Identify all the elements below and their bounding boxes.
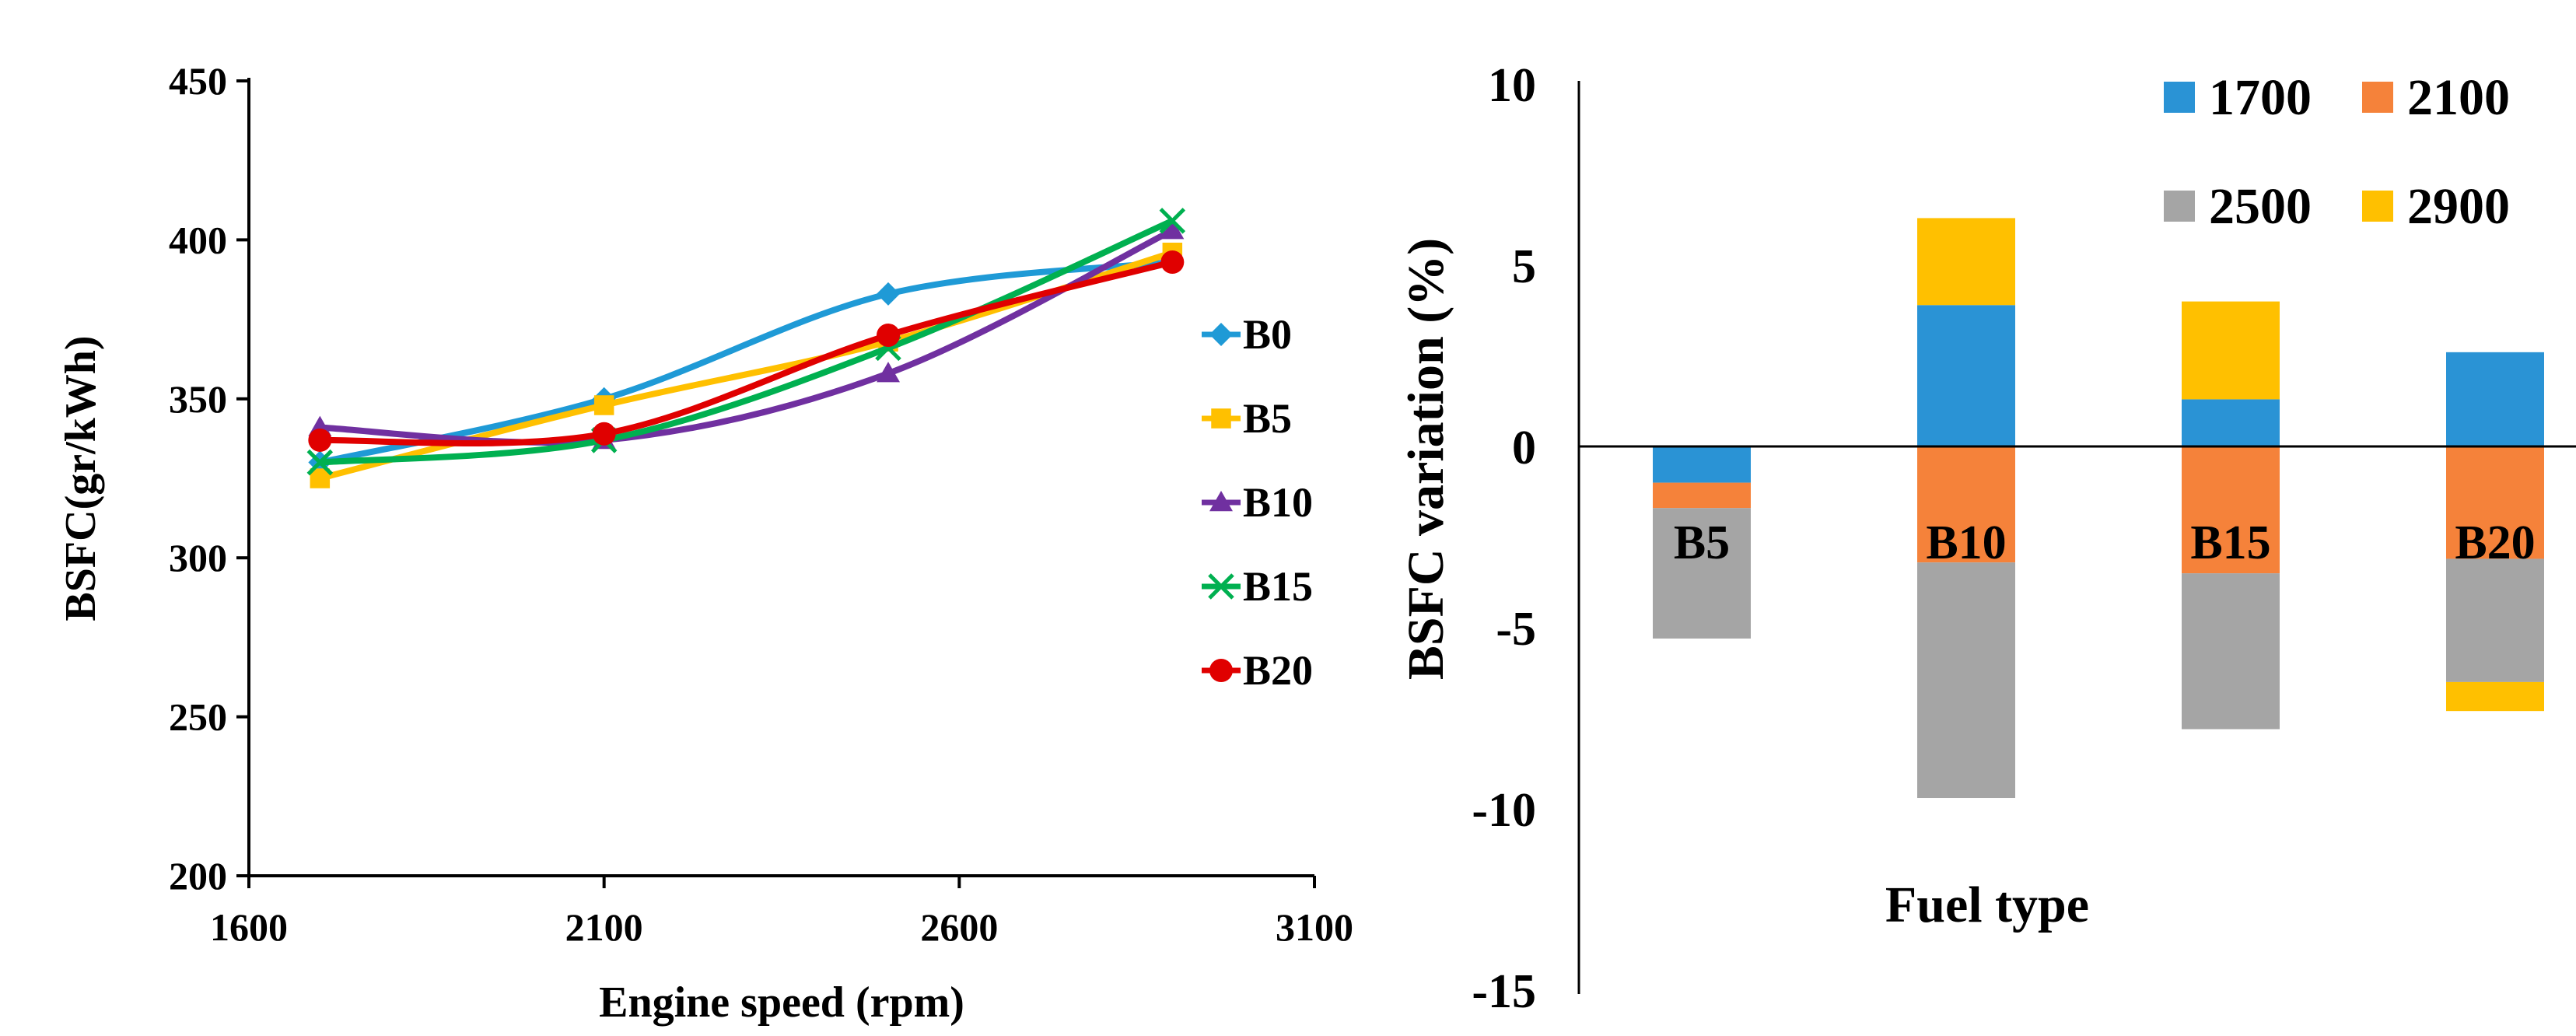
data-point <box>877 324 900 348</box>
legend-item: B15 <box>1202 563 1313 610</box>
y-tick-label: 450 <box>169 59 227 103</box>
y-axis-title: BSFC(gr/kWh) <box>57 335 105 621</box>
data-point <box>877 362 900 383</box>
data-point <box>306 449 334 476</box>
legend-marker <box>1209 491 1233 512</box>
series-b20 <box>308 250 1185 452</box>
bar-group-b5 <box>1653 446 1751 639</box>
bar-segment-1700 <box>1653 446 1751 483</box>
data-point <box>1159 208 1186 234</box>
legend-item: B10 <box>1202 479 1313 526</box>
legend-label: B15 <box>1243 563 1313 610</box>
category-label: B10 <box>1926 516 2006 569</box>
bar-group-b20 <box>2446 352 2544 712</box>
y-tick-label: 0 <box>1512 422 1536 474</box>
data-point <box>592 422 616 446</box>
y-tick-label: 200 <box>169 854 227 898</box>
bar-segment-2900 <box>1917 218 2015 306</box>
y-tick-label: 400 <box>169 218 227 261</box>
legend-swatch <box>2164 191 2195 222</box>
y-tick-label: 10 <box>1488 59 1536 112</box>
bar-segment-2500 <box>2182 573 2280 730</box>
legend-item: B5 <box>1202 395 1292 442</box>
y-axis-title: BSFC variation (%) <box>1398 238 1454 680</box>
x-tick-label: 1600 <box>210 905 288 949</box>
bar-segment-1700 <box>2182 399 2280 446</box>
legend-item: B0 <box>1202 311 1292 358</box>
bar-segment-2100 <box>1653 482 1751 509</box>
bar-segment-2100 <box>2182 446 2280 574</box>
legend-swatch <box>2362 191 2393 222</box>
y-tick-label: -10 <box>1472 784 1536 837</box>
bar-segment-2500 <box>2446 558 2544 682</box>
legend: B0 B5 B10 B15 B20 <box>1202 311 1313 694</box>
stacked-bar-chart: 10 5 0 -5 -10 -15 B5 B10 B15 B20 Fuel type BSFC var… <box>1398 59 2576 1018</box>
series-b10 <box>308 219 1185 450</box>
bar-group-b10 <box>1917 218 2015 799</box>
legend-label: 2500 <box>2209 178 2312 235</box>
data-point <box>1160 250 1185 275</box>
legend-label: B20 <box>1243 647 1313 694</box>
category-label: B5 <box>1674 516 1730 569</box>
legend-item: 2100 <box>2362 69 2510 126</box>
legend-label: 2900 <box>2407 178 2510 235</box>
legend: 1700 2100 2500 2900 <box>2164 69 2510 235</box>
y-tick-label: 300 <box>169 536 227 579</box>
bar-segment-1700 <box>2446 352 2544 446</box>
data-point <box>1160 219 1185 240</box>
legend-marker <box>1209 323 1233 346</box>
data-point <box>593 395 614 415</box>
x-axis-title: Engine speed (rpm) <box>599 978 964 1027</box>
y-tick-label: 250 <box>169 695 227 739</box>
legend-marker <box>1208 573 1234 600</box>
bar-group-b15 <box>2182 301 2280 730</box>
y-tick-label: 5 <box>1512 240 1536 293</box>
series-line <box>320 227 1174 446</box>
y-tick-label: 350 <box>169 377 227 421</box>
legend-item: 1700 <box>2164 69 2312 126</box>
y-tick-label: -5 <box>1496 603 1536 656</box>
legend-label: 1700 <box>2209 69 2312 126</box>
legend-item: 2900 <box>2362 178 2510 235</box>
legend-item: 2500 <box>2164 178 2312 235</box>
category-label: B15 <box>2190 516 2270 569</box>
legend-marker <box>1209 659 1233 682</box>
x-tick-label: 2100 <box>565 905 643 949</box>
bar-segment-1700 <box>1917 305 2015 446</box>
data-point <box>308 428 332 452</box>
x-axis-title: Fuel type <box>1885 877 2089 933</box>
bar-segment-2900 <box>2182 301 2280 400</box>
bar-segment-2900 <box>2446 681 2544 712</box>
series-line <box>320 218 1174 466</box>
category-label: B20 <box>2455 516 2535 569</box>
legend-marker <box>1211 408 1231 429</box>
legend-label: 2100 <box>2407 69 2510 126</box>
y-tick-label: -15 <box>1472 965 1536 1018</box>
data-point <box>877 282 900 306</box>
series-line <box>320 259 1174 446</box>
bar-segment-2100 <box>1917 446 2015 563</box>
bar-segment-2100 <box>2446 446 2544 559</box>
bar-segment-2500 <box>1917 562 2015 799</box>
bar-segment-2500 <box>1653 508 1751 639</box>
legend-swatch <box>2362 82 2393 113</box>
legend-label: B10 <box>1243 479 1313 526</box>
line-chart: 200 250 300 350 400 450 1600 2100 2600 3100 Engine… <box>57 59 1353 1027</box>
legend-item: B20 <box>1202 647 1313 694</box>
legend-label: B0 <box>1243 311 1292 358</box>
legend-swatch <box>2164 82 2195 113</box>
legend-label: B5 <box>1243 395 1292 442</box>
x-tick-label: 2600 <box>920 905 998 949</box>
x-tick-label: 3100 <box>1276 905 1353 949</box>
